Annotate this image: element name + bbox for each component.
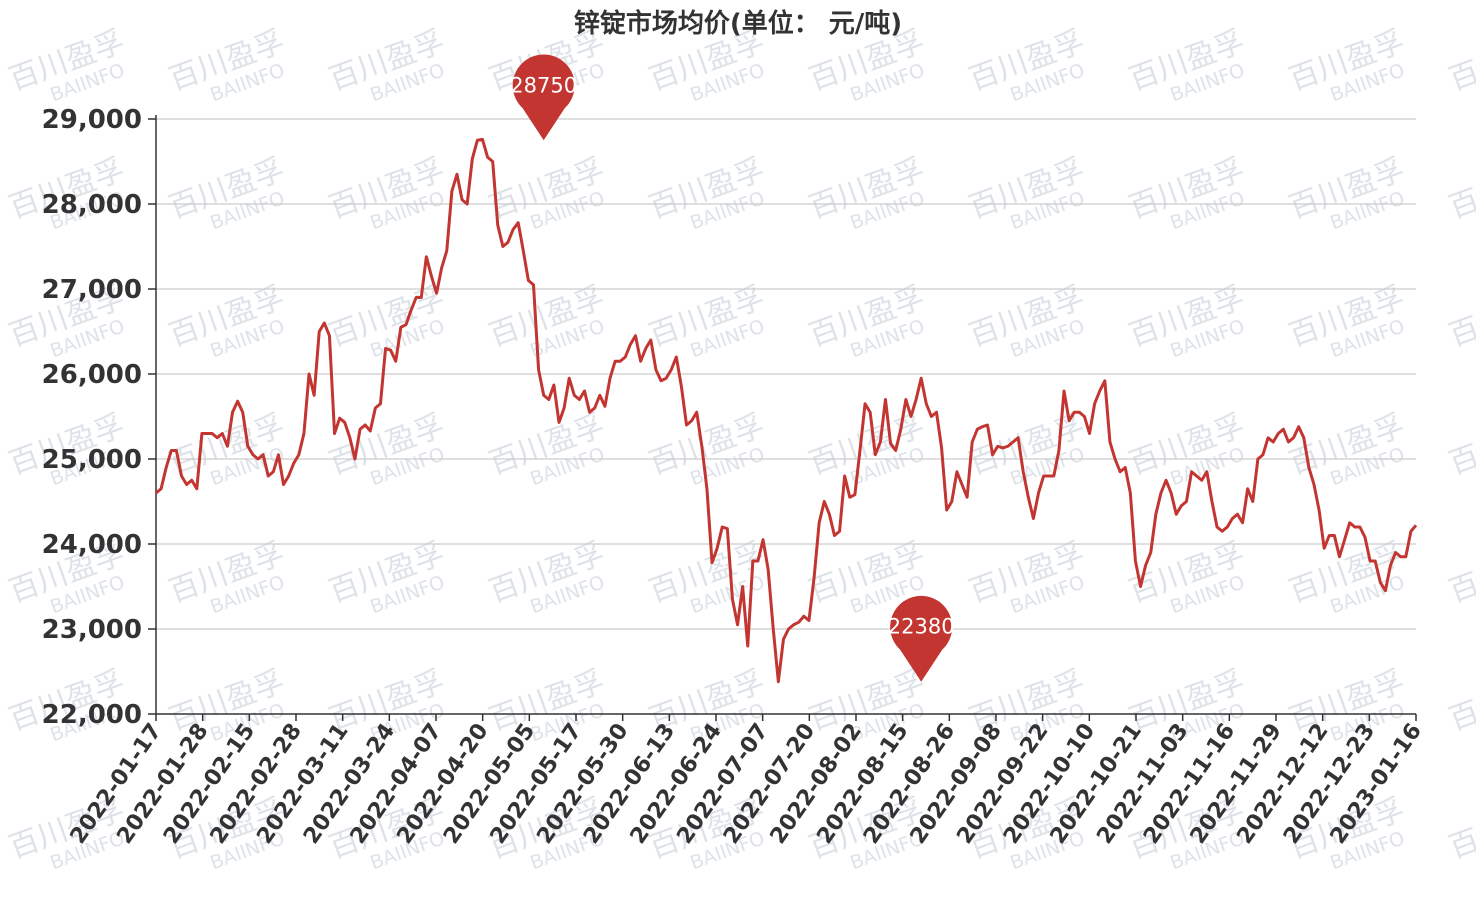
marker-min: 22380 — [888, 595, 955, 682]
y-tick-label: 23,000 — [42, 615, 142, 645]
watermark-text: 百川盈孚 — [1444, 24, 1476, 98]
y-tick-label: 22,000 — [42, 700, 142, 730]
watermark-text: 百川盈孚 — [1444, 280, 1476, 354]
y-tick-label: 29,000 — [42, 105, 142, 135]
y-axis-tick-labels: 22,000 23,000 24,000 25,000 26,000 27,000 28,0… — [42, 105, 142, 730]
axes — [148, 115, 1417, 721]
marker-max: 28750 — [510, 54, 577, 141]
watermark-text: 百川盈孚 — [1444, 408, 1476, 482]
y-tick-label: 26,000 — [42, 360, 142, 390]
watermark-text: 百川盈孚 — [1444, 536, 1476, 610]
watermark-text: 百川盈孚 — [1444, 792, 1476, 866]
marker-pin — [512, 54, 575, 141]
marker-layer: 28750 22380 — [510, 54, 955, 682]
marker-pin — [890, 595, 953, 682]
marker-label: 22380 — [888, 615, 955, 639]
y-tick-label: 27,000 — [42, 275, 142, 305]
watermark-text: 百川盈孚 — [1444, 152, 1476, 226]
grid-lines — [156, 118, 1416, 630]
y-tick-label: 24,000 — [42, 530, 142, 560]
y-tick-label: 28,000 — [42, 190, 142, 220]
y-tick-label: 25,000 — [42, 445, 142, 475]
marker-label: 28750 — [510, 73, 577, 97]
watermark-text: 百川盈孚 — [1444, 664, 1476, 738]
chart-title: 锌锭市场均价(单位： 元/吨) — [574, 8, 902, 39]
series-layer — [155, 137, 1418, 684]
series-line — [155, 137, 1418, 684]
